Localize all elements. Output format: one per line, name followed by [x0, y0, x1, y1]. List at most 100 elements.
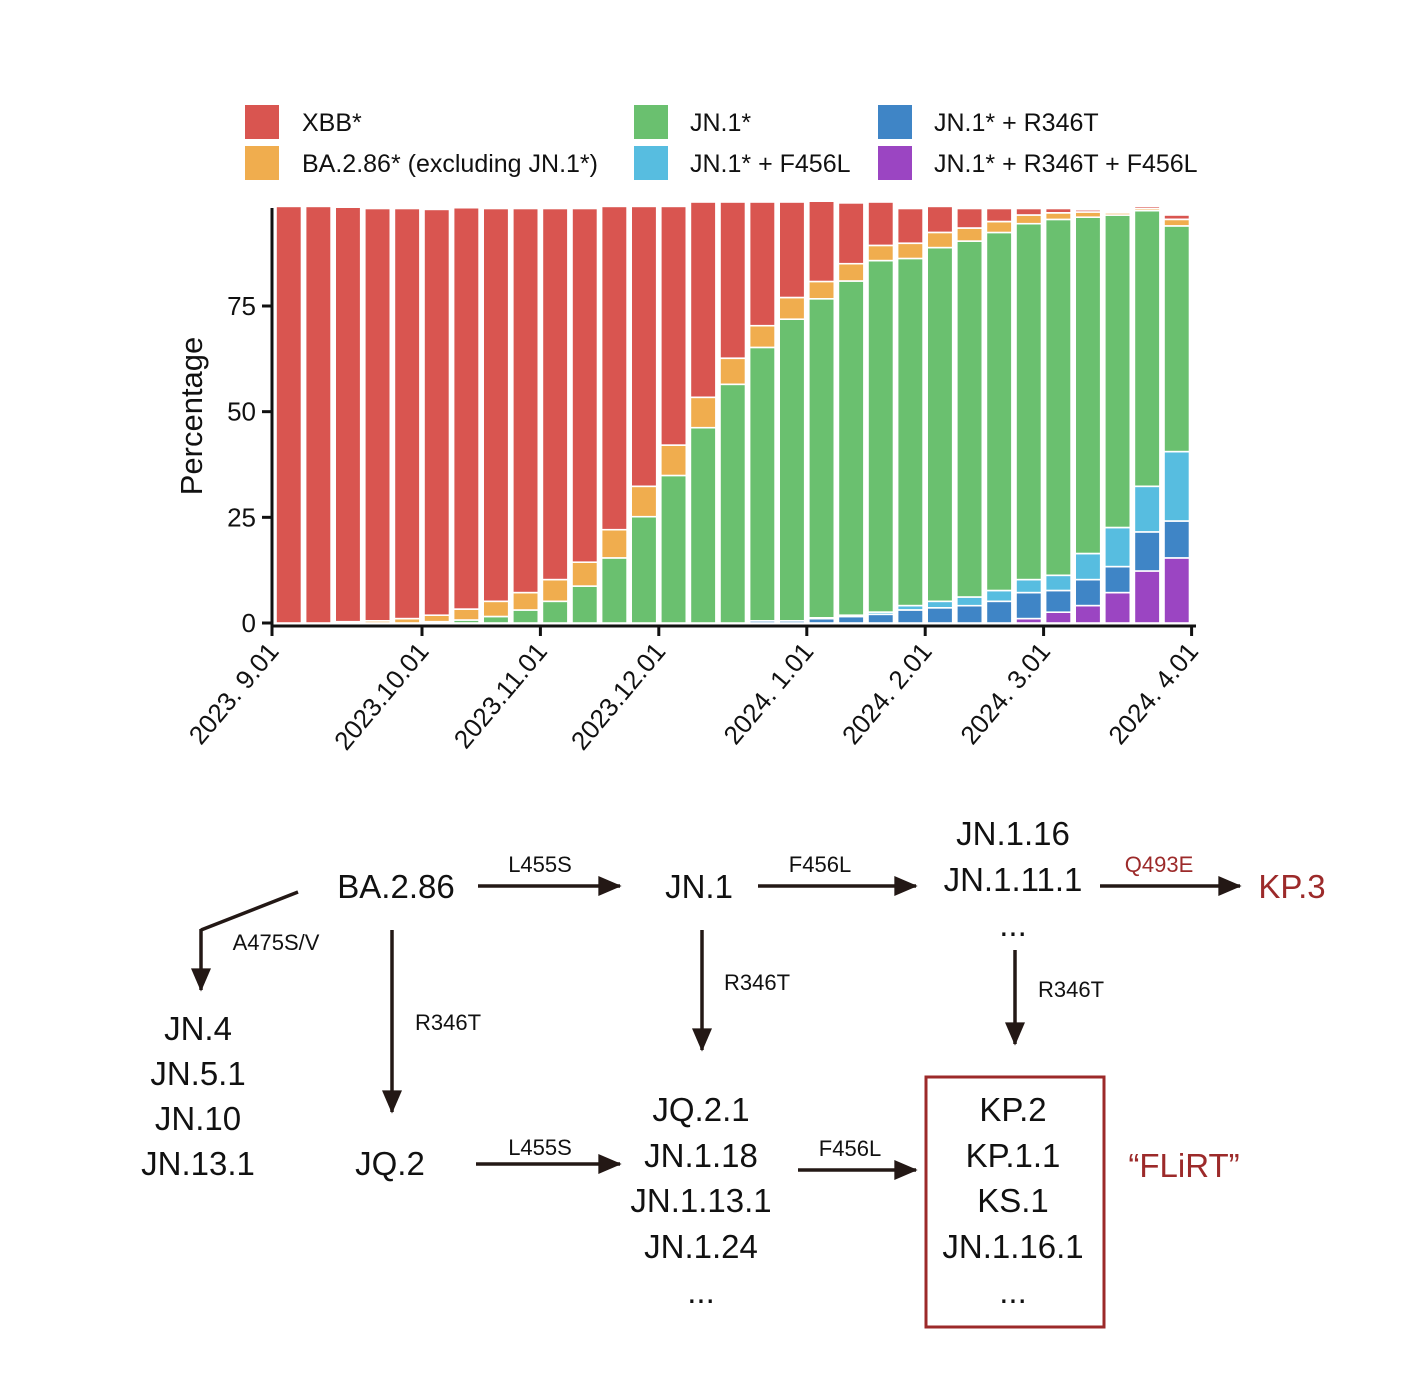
bar-segment: [926, 606, 954, 624]
node-jn5-1: JN.5.1: [150, 1055, 245, 1092]
x-tick-label: 2023.10.01: [328, 637, 435, 756]
bar-segment: [1015, 591, 1043, 620]
node-jn1-13-1: JN.1.13.1: [630, 1182, 771, 1219]
bar-segment: [482, 600, 510, 618]
bar-segment: [452, 206, 480, 610]
node-jn1: JN.1: [665, 868, 733, 905]
legend-label-jn1: JN.1*: [690, 109, 751, 137]
y-tick-label: 75: [227, 291, 256, 321]
bar-segment: [275, 205, 303, 624]
bar-segment: [689, 396, 717, 429]
bar-segment: [452, 608, 480, 621]
bar-segment: [689, 201, 717, 399]
y-ticks: 0 25 50 75: [227, 291, 272, 638]
bar-segment: [926, 246, 954, 603]
bar-segment: [1074, 578, 1102, 607]
bar-segment: [600, 557, 628, 624]
bar-segment: [1044, 611, 1072, 624]
bar-segment: [1015, 222, 1043, 581]
bar-segment: [778, 318, 806, 622]
bar-segment: [689, 426, 717, 624]
bar-segment: [778, 296, 806, 321]
mutation-f456l-bottom: F456L: [819, 1136, 881, 1161]
bar-segment: [334, 206, 362, 623]
bar-segment: [304, 205, 332, 624]
bar-segment: [600, 528, 628, 559]
mutation-l455s-top: L455S: [508, 852, 572, 877]
bar-segment: [482, 615, 510, 624]
x-tick-label: 2024. 1.01: [717, 637, 819, 750]
bar-segment: [1133, 570, 1161, 624]
bar-segment: [1044, 218, 1072, 577]
node-kp1-1: KP.1.1: [966, 1137, 1061, 1174]
bar-segment: [1104, 565, 1132, 594]
bar-segment: [1133, 485, 1161, 533]
bar-segment: [748, 346, 776, 622]
bar-segment: [1133, 209, 1161, 488]
bar-segment: [807, 200, 836, 283]
bar-segment: [867, 259, 895, 613]
bar-segment: [659, 444, 688, 477]
bar-segment: [719, 383, 747, 624]
bar-segment: [985, 220, 1013, 234]
node-jn1-11-1: JN.1.11.1: [944, 861, 1083, 898]
bar-segment: [630, 485, 658, 518]
bar-segment: [1074, 209, 1102, 213]
bar-segment: [363, 207, 392, 622]
bar-segment: [482, 207, 510, 603]
lineage-diagram: L455S F456L Q493E A475S/V R346T R346T R3…: [141, 815, 1326, 1329]
bar-segment: [1104, 526, 1132, 568]
node-jn4: JN.4: [164, 1010, 232, 1047]
bar-segment: [659, 205, 688, 446]
bar-segment: [955, 604, 984, 624]
bar-segment: [719, 357, 747, 386]
bar-segment: [867, 613, 895, 624]
bar-segment: [1015, 214, 1043, 225]
mutation-f456l-top: F456L: [789, 852, 851, 877]
bar-segment: [1015, 578, 1043, 594]
mutation-r346t-left: R346T: [415, 1010, 481, 1035]
node-ellipsis-mid: ...: [687, 1273, 715, 1310]
bar-segment: [1044, 574, 1072, 592]
bar-segment: [748, 201, 776, 327]
node-ba286: BA.2.86: [337, 868, 454, 905]
arrow-ba286-jn4: [200, 890, 299, 932]
bar-segment: [1163, 214, 1191, 221]
bar-segment: [423, 614, 451, 623]
bar-segment: [571, 207, 599, 564]
x-tick-label: 2023. 9.01: [183, 637, 285, 750]
bar-segment: [896, 207, 924, 245]
bar-segment: [719, 201, 747, 359]
bar-segment: [1163, 218, 1191, 227]
bar-segment: [837, 280, 865, 617]
y-axis-label: Percentage: [174, 337, 209, 496]
x-tick-label: 2024. 2.01: [836, 637, 938, 750]
node-jn13-1: JN.13.1: [141, 1145, 255, 1182]
bar-segment: [1044, 589, 1072, 614]
chart-legend: XBB* BA.2.86* (excluding JN.1*) JN.1* JN…: [245, 105, 1198, 180]
legend-swatch-xbb: [245, 105, 279, 139]
y-tick-label: 50: [227, 397, 256, 427]
legend-label-ba286: BA.2.86* (excluding JN.1*): [302, 150, 598, 178]
node-kp3: KP.3: [1258, 868, 1325, 905]
bar-segment: [1133, 205, 1161, 210]
legend-label-jn1-r346t: JN.1* + R346T: [934, 109, 1099, 137]
bar-segment: [1015, 207, 1043, 216]
x-tick-label: 2024. 3.01: [954, 637, 1056, 750]
y-tick-label: 0: [242, 608, 256, 638]
legend-label-jn1-f456l: JN.1* + F456L: [690, 150, 851, 178]
bar-segment: [807, 280, 836, 300]
node-jq2-1: JQ.2.1: [652, 1091, 749, 1128]
legend-label-xbb: XBB*: [302, 109, 362, 137]
bar-segment: [985, 207, 1013, 223]
mutation-l455s-bottom: L455S: [508, 1135, 572, 1160]
node-ks1: KS.1: [977, 1182, 1049, 1219]
bar-segment: [955, 240, 984, 598]
node-jn10: JN.10: [155, 1100, 241, 1137]
bar-segment: [1104, 591, 1132, 624]
chart-bars: [275, 200, 1191, 624]
bar-segment: [541, 600, 569, 624]
bar-segment: [955, 596, 984, 607]
legend-swatch-jn1-r346t: [878, 105, 912, 139]
